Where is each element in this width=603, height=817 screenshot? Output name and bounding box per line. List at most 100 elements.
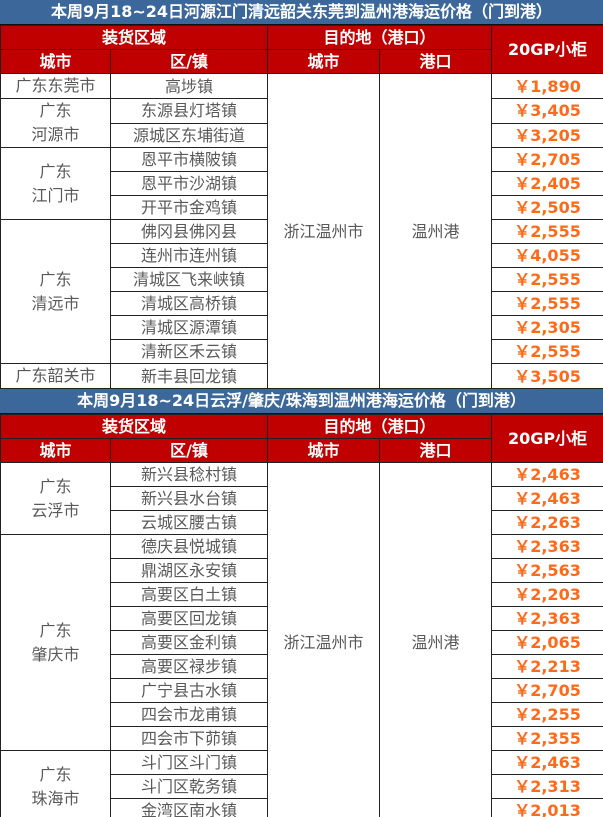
city-cell: 广东 云浮市 [0, 462, 111, 535]
table-row: 清城区飞来峡镇 ￥2,555 [1, 267, 603, 292]
district-cell: 佛冈县佛冈县 [109, 219, 269, 244]
table-row: 鼎湖区永安镇 ￥2,563 [1, 558, 603, 583]
header-dest-city: 城市 [267, 438, 381, 463]
price-cell: ￥2,363 [491, 606, 603, 631]
city-cell: 广东 河源市 [0, 98, 111, 148]
dest-city-cell: 浙江温州市 [267, 462, 381, 817]
price-cell: ￥2,263 [491, 510, 603, 535]
price-cell: ￥2,555 [491, 339, 603, 364]
table-row: 四会市龙甫镇 ￥2,255 [1, 702, 603, 727]
district-cell: 四会市龙甫镇 [109, 702, 269, 727]
table-row: 清新区禾云镇 ￥2,555 [1, 339, 603, 364]
price-cell: ￥3,405 [491, 98, 603, 124]
dest-city-cell: 浙江温州市 [267, 73, 381, 389]
city-cell: 广东 江门市 [0, 147, 111, 220]
district-cell: 新丰县回龙镇 [109, 363, 269, 389]
header-district: 区/镇 [109, 49, 269, 74]
table-row: 广东 江门市 恩平市横陂镇 ￥2,705 [0, 147, 603, 220]
city-cell: 广东 珠海市 [0, 750, 111, 817]
header-row: 城市 区/镇 城市 港口 [0, 438, 603, 463]
price-cell: ￥2,313 [491, 774, 603, 799]
table-row: 云城区腰古镇 ￥2,263 [1, 510, 603, 535]
district-cell: 清城区源潭镇 [109, 315, 269, 340]
district-cell: 斗门区乾务镇 [109, 774, 269, 799]
price-cell: ￥2,203 [491, 582, 603, 607]
price-cell: ￥2,705 [491, 678, 603, 703]
header-price: 20GP小柜 [491, 414, 603, 463]
header-loading-area: 装货区域 [0, 25, 269, 50]
price-cell: ￥2,405 [491, 171, 603, 196]
district-cell: 东源县灯塔镇 [109, 98, 269, 124]
table-row: 恩平市沙湖镇 ￥2,405 [1, 171, 603, 196]
table-row: 广东韶关市 新丰县回龙镇 ￥3,505 [0, 363, 603, 389]
price-cell: ￥4,055 [491, 243, 603, 268]
district-cell: 清城区高桥镇 [109, 291, 269, 316]
district-cell: 高要区禄步镇 [109, 654, 269, 679]
header-city: 城市 [0, 49, 111, 74]
price-cell: ￥2,255 [491, 702, 603, 727]
header-dest-city: 城市 [267, 49, 381, 74]
header-district: 区/镇 [109, 438, 269, 463]
price-cell: ￥2,013 [491, 798, 603, 817]
table-row: 广东 河源市 东源县灯塔镇 ￥3,405 [0, 98, 603, 148]
city-cell: 广东东莞市 [0, 73, 111, 99]
district-cell: 新兴县水台镇 [109, 486, 269, 511]
header-row: 城市 区/镇 城市 港口 [0, 49, 603, 74]
district-cell: 清城区飞来峡镇 [109, 267, 269, 292]
district-cell: 恩平市沙湖镇 [109, 171, 269, 196]
city-cell: 广东 清远市 [0, 219, 111, 364]
header-destination: 目的地（港口） [267, 25, 493, 50]
price-cell: ￥2,463 [491, 486, 603, 511]
price-cell: ￥1,890 [491, 73, 603, 99]
district-cell: 四会市下茆镇 [109, 726, 269, 751]
header-port: 港口 [379, 49, 493, 74]
table-row: 广宁县古水镇 ￥2,705 [1, 678, 603, 703]
price-cell: ￥2,463 [491, 750, 603, 775]
header-port: 港口 [379, 438, 493, 463]
port-cell: 温州港 [379, 462, 493, 817]
header-destination: 目的地（港口） [267, 414, 493, 439]
port-cell: 温州港 [379, 73, 493, 389]
price-cell: ￥2,555 [491, 291, 603, 316]
table-row: 广东 清远市 佛冈县佛冈县 ￥2,555 [0, 219, 603, 364]
district-cell: 云城区腰古镇 [109, 510, 269, 535]
price-cell: ￥2,355 [491, 726, 603, 751]
district-cell: 高要区金利镇 [109, 630, 269, 655]
price-table: 装货区域 目的地（港口） 20GP小柜 城市 区/镇 城市 港口 广东 云浮市 新兴县稔村镇 浙江温… [0, 414, 603, 817]
table-row: 高要区白土镇 ￥2,203 [1, 582, 603, 607]
price-table: 装货区域 目的地（港口） 20GP小柜 城市 区/镇 城市 港口 广东东莞市 高埗镇 浙江温州市温… [0, 25, 603, 389]
price-cell: ￥3,505 [491, 363, 603, 389]
price-cell: ￥2,463 [491, 462, 603, 487]
price-cell: ￥2,555 [491, 267, 603, 292]
district-cell: 源城区东埔街道 [109, 122, 269, 148]
district-cell: 清新区禾云镇 [109, 339, 269, 364]
table-row: 源城区东埔街道 ￥3,205 [1, 122, 603, 148]
district-cell: 开平市金鸡镇 [109, 195, 269, 220]
header-city: 城市 [0, 438, 111, 463]
district-cell: 高埗镇 [109, 73, 269, 99]
district-cell: 德庆县悦城镇 [109, 534, 269, 559]
district-cell: 斗门区斗门镇 [109, 750, 269, 775]
price-cell: ￥2,213 [491, 654, 603, 679]
price-cell: ￥3,205 [491, 122, 603, 148]
price-cell: ￥2,363 [491, 534, 603, 559]
table-row: 广东东莞市 高埗镇 浙江温州市 温州港 ￥1,890 [0, 73, 603, 389]
table-row: 金湾区南水镇 ￥2,013 [1, 798, 603, 817]
district-cell: 广宁县古水镇 [109, 678, 269, 703]
district-cell: 新兴县稔村镇 [109, 462, 269, 487]
district-cell: 金湾区南水镇 [109, 798, 269, 817]
table-row: 广东 云浮市 新兴县稔村镇 浙江温州市 温州港 ￥2,463 [0, 462, 603, 817]
header-row: 装货区域 目的地（港口） 20GP小柜 [0, 25, 603, 74]
table-row: 广东 肇庆市 德庆县悦城镇 ￥2,363 [0, 534, 603, 751]
header-row: 装货区域 目的地（港口） 20GP小柜 [0, 414, 603, 463]
price-cell: ￥2,505 [491, 195, 603, 220]
district-cell: 恩平市横陂镇 [109, 147, 269, 172]
price-cell: ￥2,305 [491, 315, 603, 340]
section-title: 本周9月18~24日云浮/肇庆/珠海到温州港海运价格（门到港） [0, 389, 603, 414]
price-cell: ￥2,065 [491, 630, 603, 655]
price-cell: ￥2,705 [491, 147, 603, 172]
table-row: 开平市金鸡镇 ￥2,505 [1, 195, 603, 220]
city-cell: 广东 肇庆市 [0, 534, 111, 751]
district-cell: 高要区回龙镇 [109, 606, 269, 631]
